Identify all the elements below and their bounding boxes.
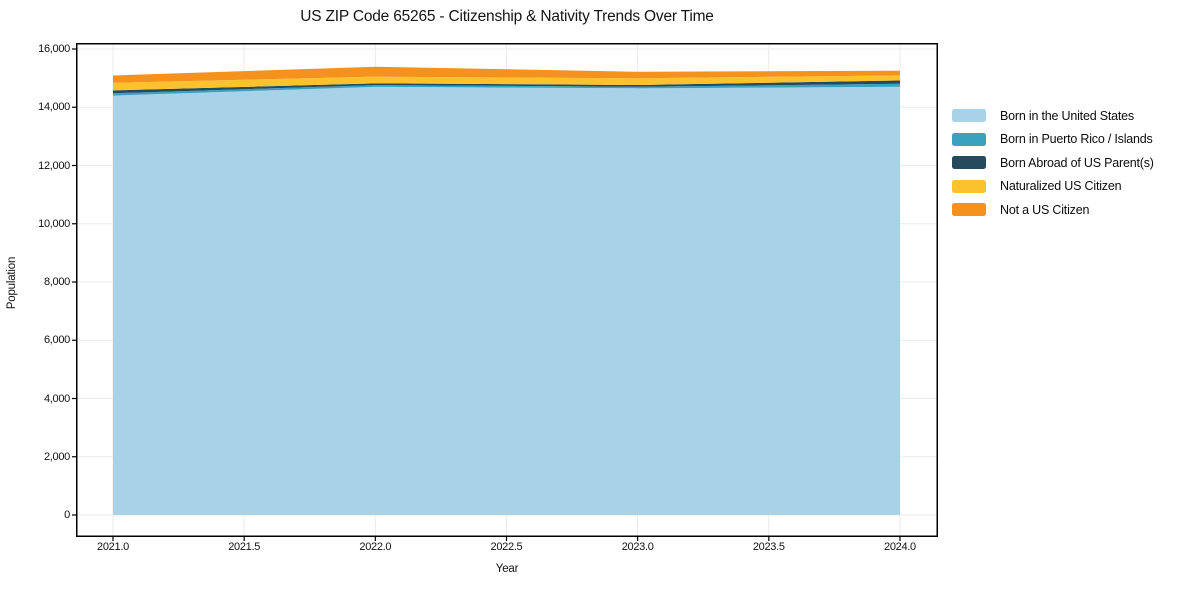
x-tick-label: 2021.5 [228,541,261,553]
legend: Born in the United States Born in Puerto … [952,104,1154,222]
chart-title: US ZIP Code 65265 - Citizenship & Nativi… [300,8,714,25]
y-tick-label: 16,000 [38,42,70,55]
y-tick-label: 14,000 [38,101,70,114]
x-tick-label: 2023.0 [621,541,654,553]
legend-label: Naturalized US Citizen [1000,179,1122,194]
y-tick-label: 6,000 [43,334,70,347]
x-tick-label: 2022.0 [359,541,392,553]
legend-label: Born in the United States [1000,108,1134,123]
legend-item: Not a US Citizen [952,198,1154,222]
y-axis-label-wrap: Population [6,243,22,323]
legend-item: Born Abroad of US Parent(s) [952,151,1154,175]
y-axis-label: Population [6,256,18,310]
x-tick-label: 2023.5 [752,541,785,553]
legend-swatch [952,132,986,146]
x-tick-label: 2022.5 [490,541,523,553]
legend-label: Born Abroad of US Parent(s) [1000,155,1154,170]
legend-item: Born in the United States [952,104,1154,128]
y-tick-label: 2,000 [43,450,70,463]
legend-item: Born in Puerto Rico / Islands [952,128,1154,152]
y-tick-label: 8,000 [43,276,70,288]
plot-area [72,43,938,541]
legend-swatch [952,179,986,193]
legend-swatch [952,203,986,217]
x-tick-label: 2021.0 [97,541,129,553]
legend-label: Born in Puerto Rico / Islands [1000,132,1153,147]
legend-item: Naturalized US Citizen [952,175,1154,199]
y-tick-label: 4,000 [43,392,70,405]
legend-swatch [952,109,986,123]
x-tick-label: 2024.0 [884,541,916,553]
y-tick-label: 12,000 [38,159,70,172]
x-axis-label: Year [495,563,519,575]
y-tick-label: 10,000 [38,217,70,230]
legend-swatch [952,156,986,170]
y-tick-label: 0 [64,509,70,521]
legend-label: Not a US Citizen [1000,202,1090,217]
chart-canvas [72,43,938,541]
